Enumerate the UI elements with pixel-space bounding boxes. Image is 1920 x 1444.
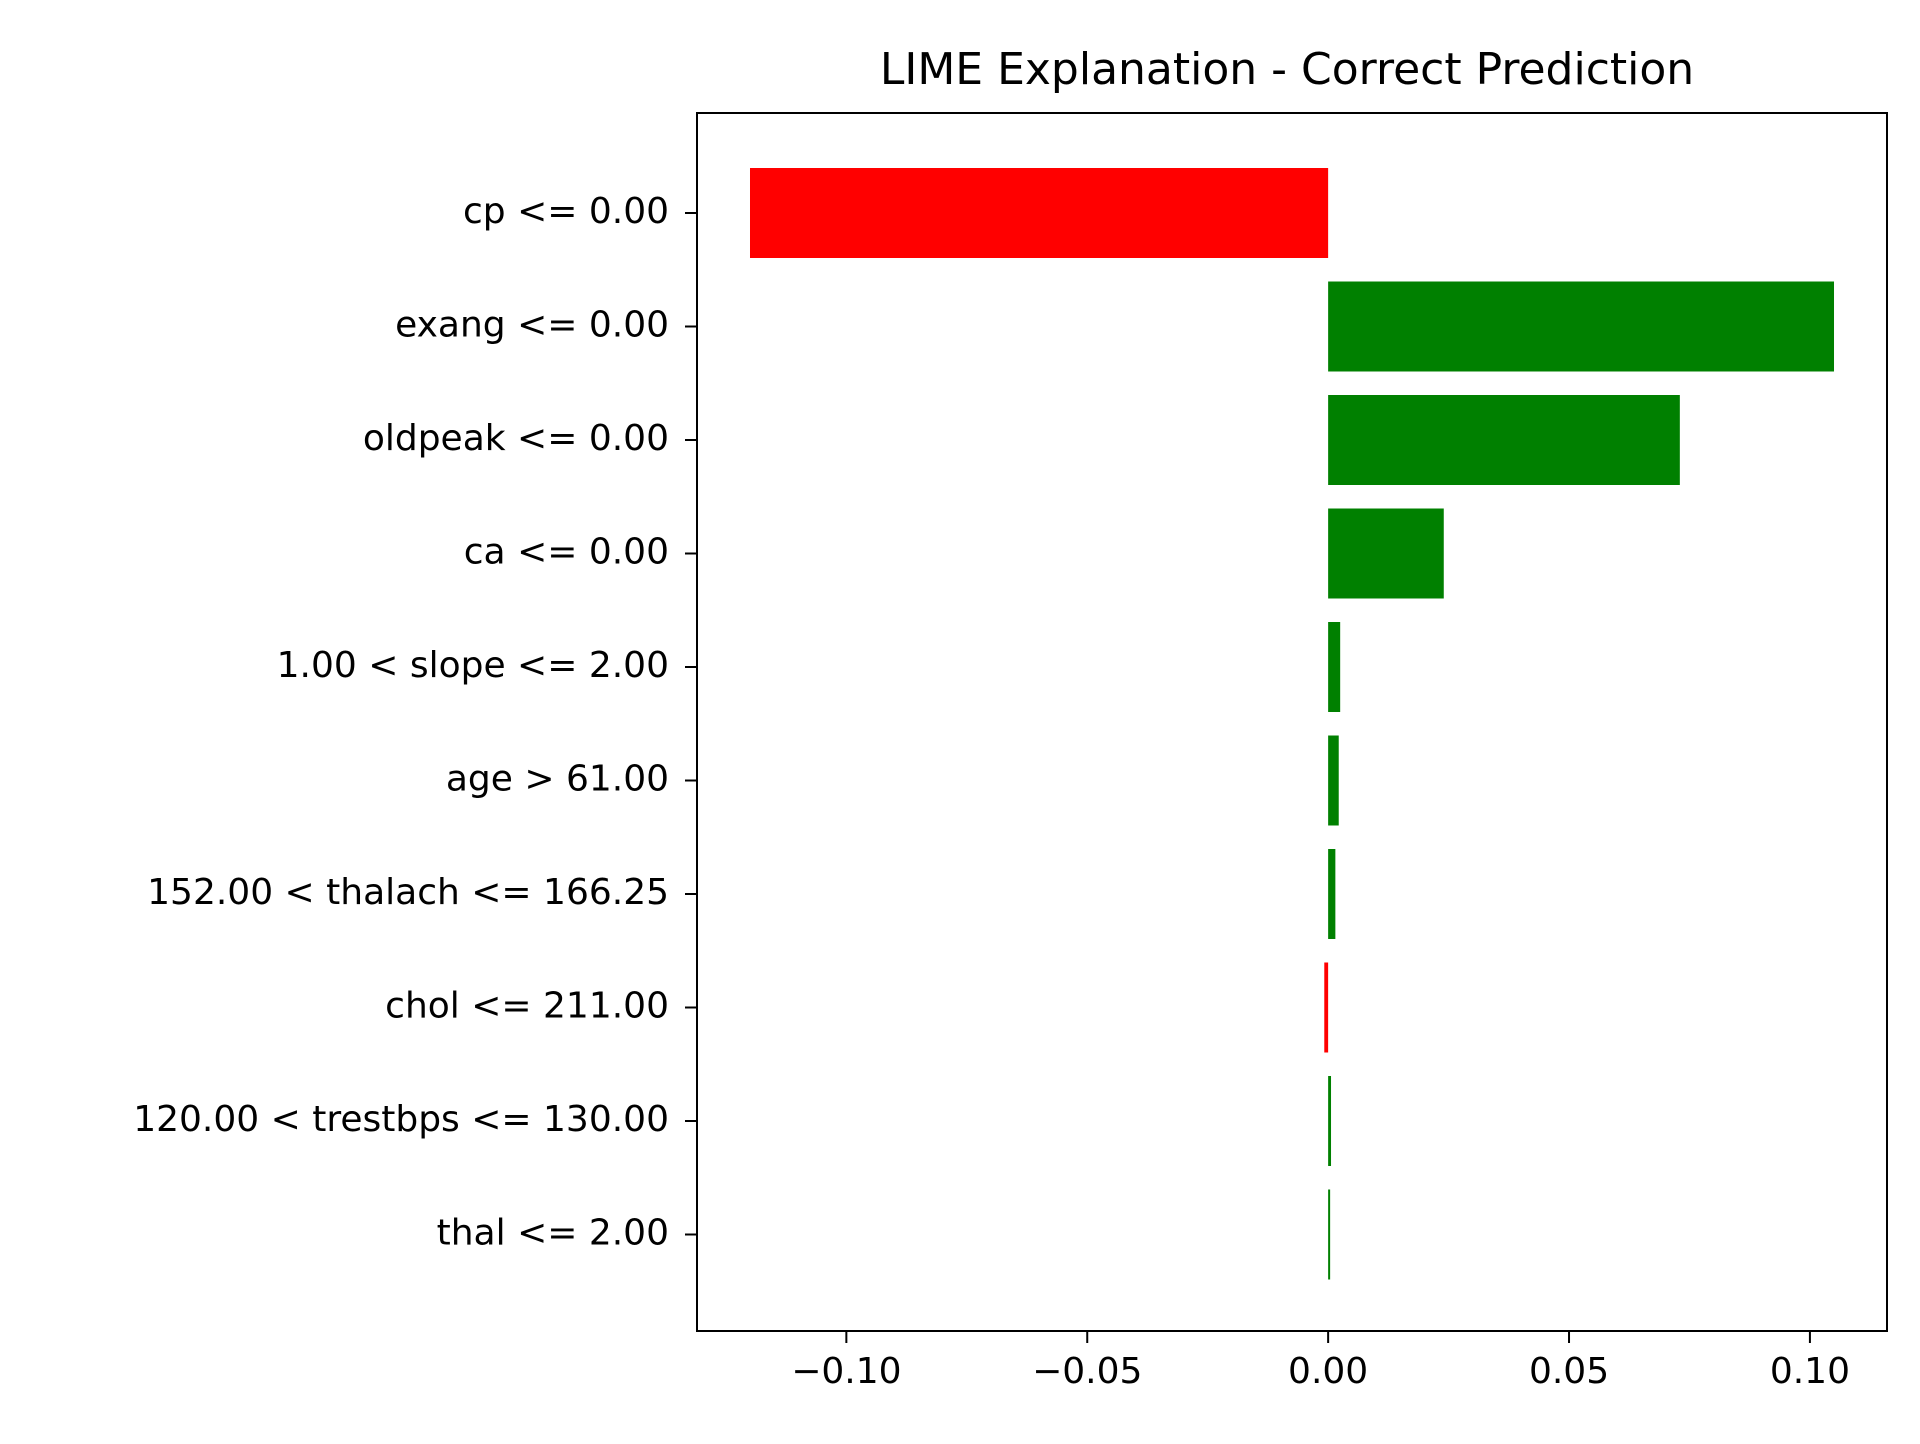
chart-title: LIME Explanation - Correct Prediction: [880, 44, 1694, 95]
y-tick-label: age > 61.00: [446, 759, 669, 800]
x-tick-label: 0.00: [1288, 1351, 1368, 1392]
x-tick-label: 0.10: [1770, 1351, 1850, 1392]
y-tick-label: 1.00 < slope <= 2.00: [277, 645, 669, 686]
bar-10: [1328, 1189, 1331, 1280]
x-ticks: −0.10 −0.05 0.00 0.05 0.10: [791, 1331, 1850, 1392]
bar-1: [749, 168, 1329, 258]
bar-2: [1328, 281, 1835, 372]
plot-frame: [696, 112, 1888, 1332]
bar-9: [1328, 1076, 1332, 1166]
y-ticks: cp <= 0.00 exang <= 0.00 oldpeak <= 0.00 ca…: [133, 191, 697, 1254]
y-tick-label: 120.00 < trestbps <= 130.00: [133, 1099, 669, 1140]
y-tick-label: ca <= 0.00: [464, 532, 669, 573]
bars-layer: [749, 168, 1835, 1280]
bar-4: [1328, 508, 1444, 599]
x-tick-label: −0.10: [791, 1351, 901, 1392]
y-tick-label: exang <= 0.00: [395, 305, 669, 346]
x-tick-label: 0.05: [1529, 1351, 1609, 1392]
bar-5: [1328, 622, 1341, 712]
bar-8: [1324, 962, 1329, 1053]
x-tick-label: −0.05: [1032, 1351, 1142, 1392]
y-tick-label: cp <= 0.00: [463, 191, 669, 232]
bar-6: [1328, 735, 1339, 826]
y-tick-label: thal <= 2.00: [437, 1213, 669, 1254]
y-tick-label: oldpeak <= 0.00: [363, 418, 669, 459]
bar-7: [1328, 849, 1336, 939]
y-tick-label: chol <= 211.00: [385, 986, 669, 1027]
y-tick-label: 152.00 < thalach <= 166.25: [147, 872, 669, 913]
bar-3: [1328, 395, 1680, 485]
